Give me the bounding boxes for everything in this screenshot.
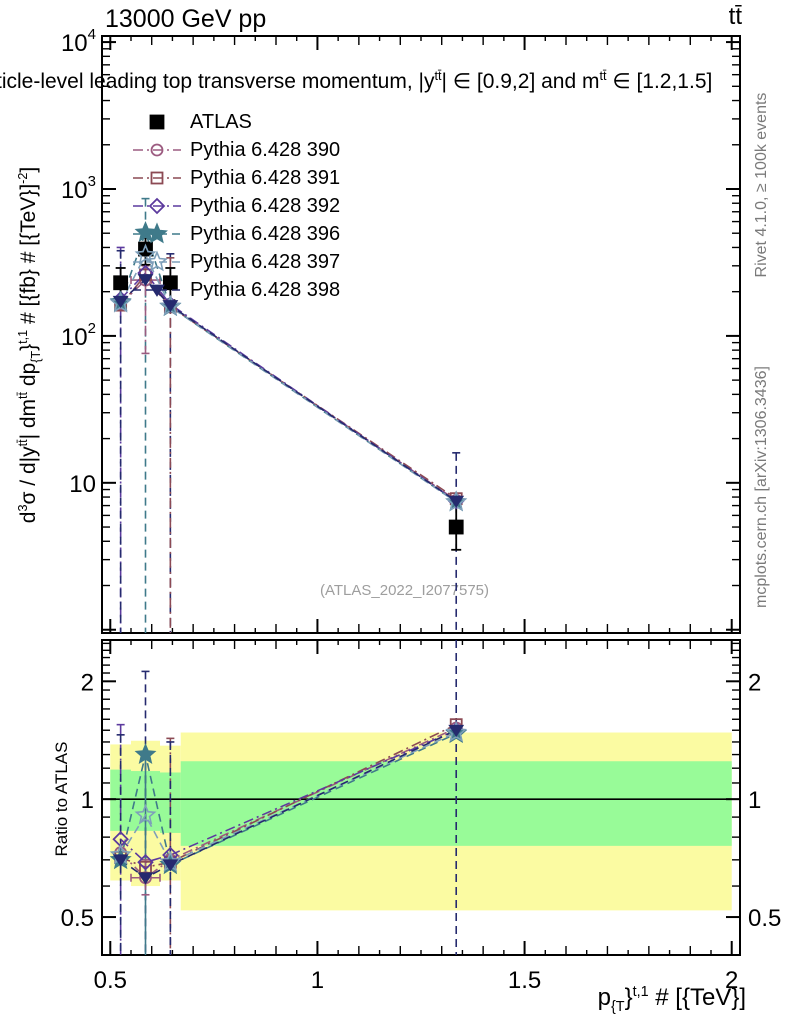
series-markers-Pythia-6-428-398 — [112, 274, 465, 509]
series-markers-Pythia-6-428-398 — [112, 724, 465, 885]
svg-text:0.5: 0.5 — [748, 905, 781, 932]
legend: ATLAS Pythia 6.428 390 Pythia 6.428 391 Pyt… — [132, 108, 340, 304]
svg-text:1: 1 — [748, 787, 761, 814]
ratio-uncertainty-bands — [110, 732, 732, 911]
svg-text:1: 1 — [311, 967, 324, 994]
plot-frames — [101, 35, 741, 956]
legend-marker-star-icon — [133, 250, 181, 272]
plot-title: ticle-level leading top transverse momen… — [0, 69, 713, 93]
legend-label: Pythia 6.428 390 — [190, 138, 341, 161]
legend-marker-square-icon — [149, 114, 165, 130]
legend-label: Pythia 6.428 391 — [190, 166, 341, 189]
svg-text:0.5: 0.5 — [61, 905, 94, 932]
legend-item-Pythia-6-428-390: Pythia 6.428 390 — [132, 136, 340, 164]
process-label: tt̄ — [728, 3, 742, 30]
legend-label: Pythia 6.428 397 — [190, 250, 341, 273]
analysis-id-watermark: (ATLAS_2022_I2077575) — [320, 582, 490, 599]
svg-text:103: 103 — [61, 173, 96, 204]
legend-item-Pythia-6-428-398: Pythia 6.428 398 — [132, 276, 340, 304]
legend-item-Pythia-6-428-392: Pythia 6.428 392 — [132, 192, 340, 220]
legend-marker-triangle-down-icon — [133, 284, 181, 297]
svg-text:0.5: 0.5 — [94, 967, 127, 994]
ttbar-superscript: tt̄ — [599, 69, 607, 83]
svg-text:2: 2 — [81, 669, 94, 696]
beam-energy-label: 13000 GeV pp — [105, 5, 267, 33]
legend-marker-star-icon — [133, 222, 181, 244]
ttbar-superscript: tt̄ — [434, 69, 442, 83]
series-line-Pythia-6-428-398 — [120, 729, 457, 879]
legend-marker-diamond-icon — [133, 197, 181, 215]
svg-text:102: 102 — [61, 320, 96, 351]
legend-marker-square-icon — [133, 171, 181, 185]
legend-item-ATLAS: ATLAS — [132, 108, 340, 136]
svg-text:2: 2 — [725, 967, 738, 994]
legend-item-Pythia-6-428-397: Pythia 6.428 397 — [132, 248, 340, 276]
x-axis-label: p{T}t,1 # [{TeV}] — [597, 984, 746, 1015]
svg-text:1: 1 — [81, 787, 94, 814]
svg-text:104: 104 — [61, 26, 96, 57]
svg-text:1.5: 1.5 — [508, 967, 541, 994]
svg-text:10: 10 — [69, 471, 96, 498]
legend-marker-circle-icon — [133, 143, 181, 157]
legend-item-Pythia-6-428-391: Pythia 6.428 391 — [132, 164, 340, 192]
main-error-bars — [116, 197, 461, 633]
legend-label: Pythia 6.428 392 — [190, 194, 341, 217]
series-line-Pythia-6-428-396 — [119, 230, 457, 503]
legend-label: ATLAS — [190, 110, 252, 133]
legend-label: Pythia 6.428 398 — [190, 278, 341, 301]
series-line-Pythia-6-428-390 — [120, 727, 457, 879]
series-line-Pythia-6-428-397 — [119, 253, 457, 503]
svg-text:2: 2 — [748, 669, 761, 696]
legend-item-Pythia-6-428-396: Pythia 6.428 396 — [132, 220, 340, 248]
series-line-Pythia-6-428-396 — [119, 732, 457, 866]
legend-label: Pythia 6.428 396 — [190, 222, 341, 245]
series-line-Pythia-6-428-392 — [120, 729, 457, 864]
